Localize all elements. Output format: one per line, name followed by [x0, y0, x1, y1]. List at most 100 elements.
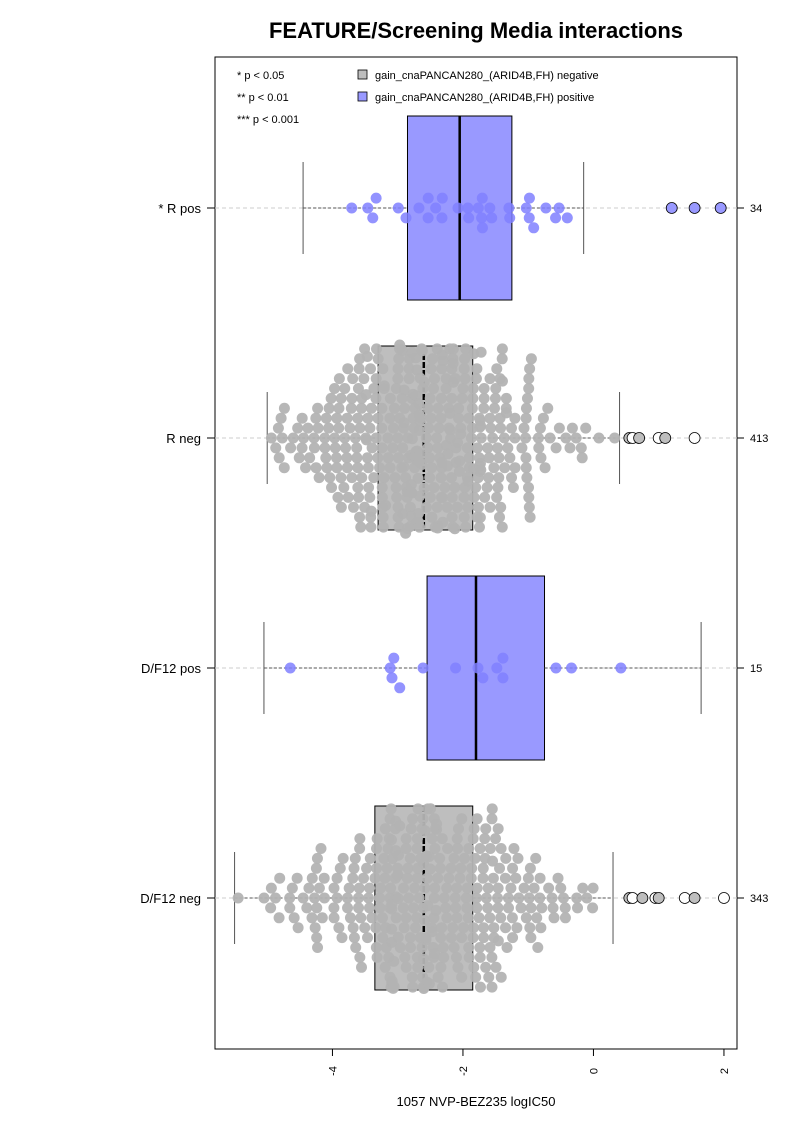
point-3-104 — [388, 955, 400, 967]
point-1-363 — [502, 442, 514, 454]
point-3-30 — [328, 902, 340, 914]
point-1-153 — [399, 402, 411, 414]
outlier-3-5 — [678, 892, 691, 904]
point-3-78 — [378, 852, 390, 864]
point-1-35 — [329, 383, 341, 394]
point-1-403 — [576, 452, 588, 464]
point-1-123 — [384, 412, 396, 424]
point-0-5 — [400, 212, 412, 224]
point-3-237 — [466, 862, 478, 874]
point-1-212 — [424, 452, 436, 464]
point-1-367 — [507, 482, 519, 493]
point-3-280 — [492, 902, 504, 914]
point-3-114 — [392, 869, 404, 881]
point-1-384 — [523, 501, 535, 513]
point-1-31 — [323, 402, 335, 414]
point-1-268 — [449, 482, 461, 493]
point-1-371 — [516, 442, 528, 454]
point-3-119 — [394, 942, 406, 953]
point-3-69 — [371, 862, 383, 874]
point-3-273 — [487, 855, 499, 867]
point-3-172 — [423, 851, 435, 863]
point-1-12 — [296, 442, 308, 454]
point-1-361 — [500, 392, 512, 404]
point-1-273 — [451, 501, 463, 513]
point-3-158 — [417, 953, 429, 965]
point-1-328 — [478, 383, 490, 394]
point-1-129 — [389, 472, 401, 484]
outlier-1-2 — [633, 432, 646, 444]
point-3-309 — [524, 862, 536, 874]
point-1-145 — [396, 392, 408, 404]
point-3-311 — [525, 902, 537, 914]
point-3-37 — [336, 932, 348, 944]
point-1-322 — [475, 420, 487, 432]
point-1-10 — [292, 422, 304, 434]
point-0-1 — [362, 202, 374, 214]
box-2 — [426, 575, 546, 761]
point-1-79 — [358, 373, 370, 385]
point-2-5 — [417, 662, 429, 674]
point-1-54 — [341, 462, 353, 474]
point-1-342 — [490, 383, 502, 394]
point-3-235 — [463, 951, 475, 963]
point-3-4 — [269, 892, 281, 904]
point-3-238 — [467, 932, 479, 944]
point-1-63 — [349, 432, 361, 444]
point-1-372 — [518, 422, 530, 434]
point-1-36 — [329, 432, 341, 444]
point-3-190 — [431, 818, 443, 830]
point-3-197 — [436, 922, 448, 934]
point-3-55 — [355, 912, 367, 924]
point-1-125 — [384, 392, 396, 404]
point-1-366 — [506, 472, 518, 484]
point-1-111 — [376, 482, 388, 493]
point-1-5 — [276, 432, 288, 444]
point-1-339 — [488, 462, 500, 474]
point-3-209 — [445, 932, 457, 944]
point-3-65 — [366, 912, 378, 924]
point-1-66 — [352, 412, 364, 424]
point-1-362 — [500, 407, 512, 419]
point-0-27 — [540, 202, 552, 214]
point-1-29 — [321, 462, 333, 474]
point-1-16 — [302, 422, 314, 434]
point-3-63 — [364, 882, 376, 894]
point-3-307 — [523, 892, 535, 904]
point-3-40 — [342, 902, 354, 914]
point-1-270 — [449, 373, 461, 385]
point-1-206 — [418, 376, 430, 388]
point-3-194 — [434, 862, 446, 874]
point-1-331 — [482, 442, 494, 454]
point-3-328 — [559, 912, 571, 924]
point-3-279 — [492, 892, 504, 904]
point-1-88 — [362, 462, 374, 474]
point-3-46 — [348, 932, 360, 944]
point-3-137 — [407, 981, 419, 993]
point-3-42 — [344, 912, 356, 924]
point-1-315 — [473, 521, 485, 533]
point-3-310 — [525, 932, 537, 944]
point-3-268 — [484, 843, 496, 854]
point-0-30 — [561, 212, 573, 224]
point-1-393 — [539, 462, 551, 474]
point-1-91 — [364, 422, 376, 434]
point-3-62 — [363, 902, 375, 914]
point-1-70 — [353, 491, 365, 503]
point-1-15 — [300, 462, 312, 474]
point-1-98 — [368, 472, 380, 484]
point-1-392 — [537, 412, 549, 424]
point-3-214 — [450, 902, 462, 914]
point-1-127 — [388, 422, 400, 434]
point-3-53 — [354, 951, 366, 963]
point-1-32 — [324, 472, 336, 484]
point-3-244 — [470, 971, 482, 983]
point-1-359 — [499, 462, 511, 474]
point-1-84 — [360, 434, 372, 446]
point-3-50 — [353, 902, 365, 914]
point-1-394 — [542, 402, 554, 414]
point-1-138 — [392, 452, 404, 464]
x-axis: -4 -2 0 2 — [327, 1048, 731, 1076]
point-3-47 — [349, 852, 361, 864]
point-3-34 — [331, 872, 343, 884]
